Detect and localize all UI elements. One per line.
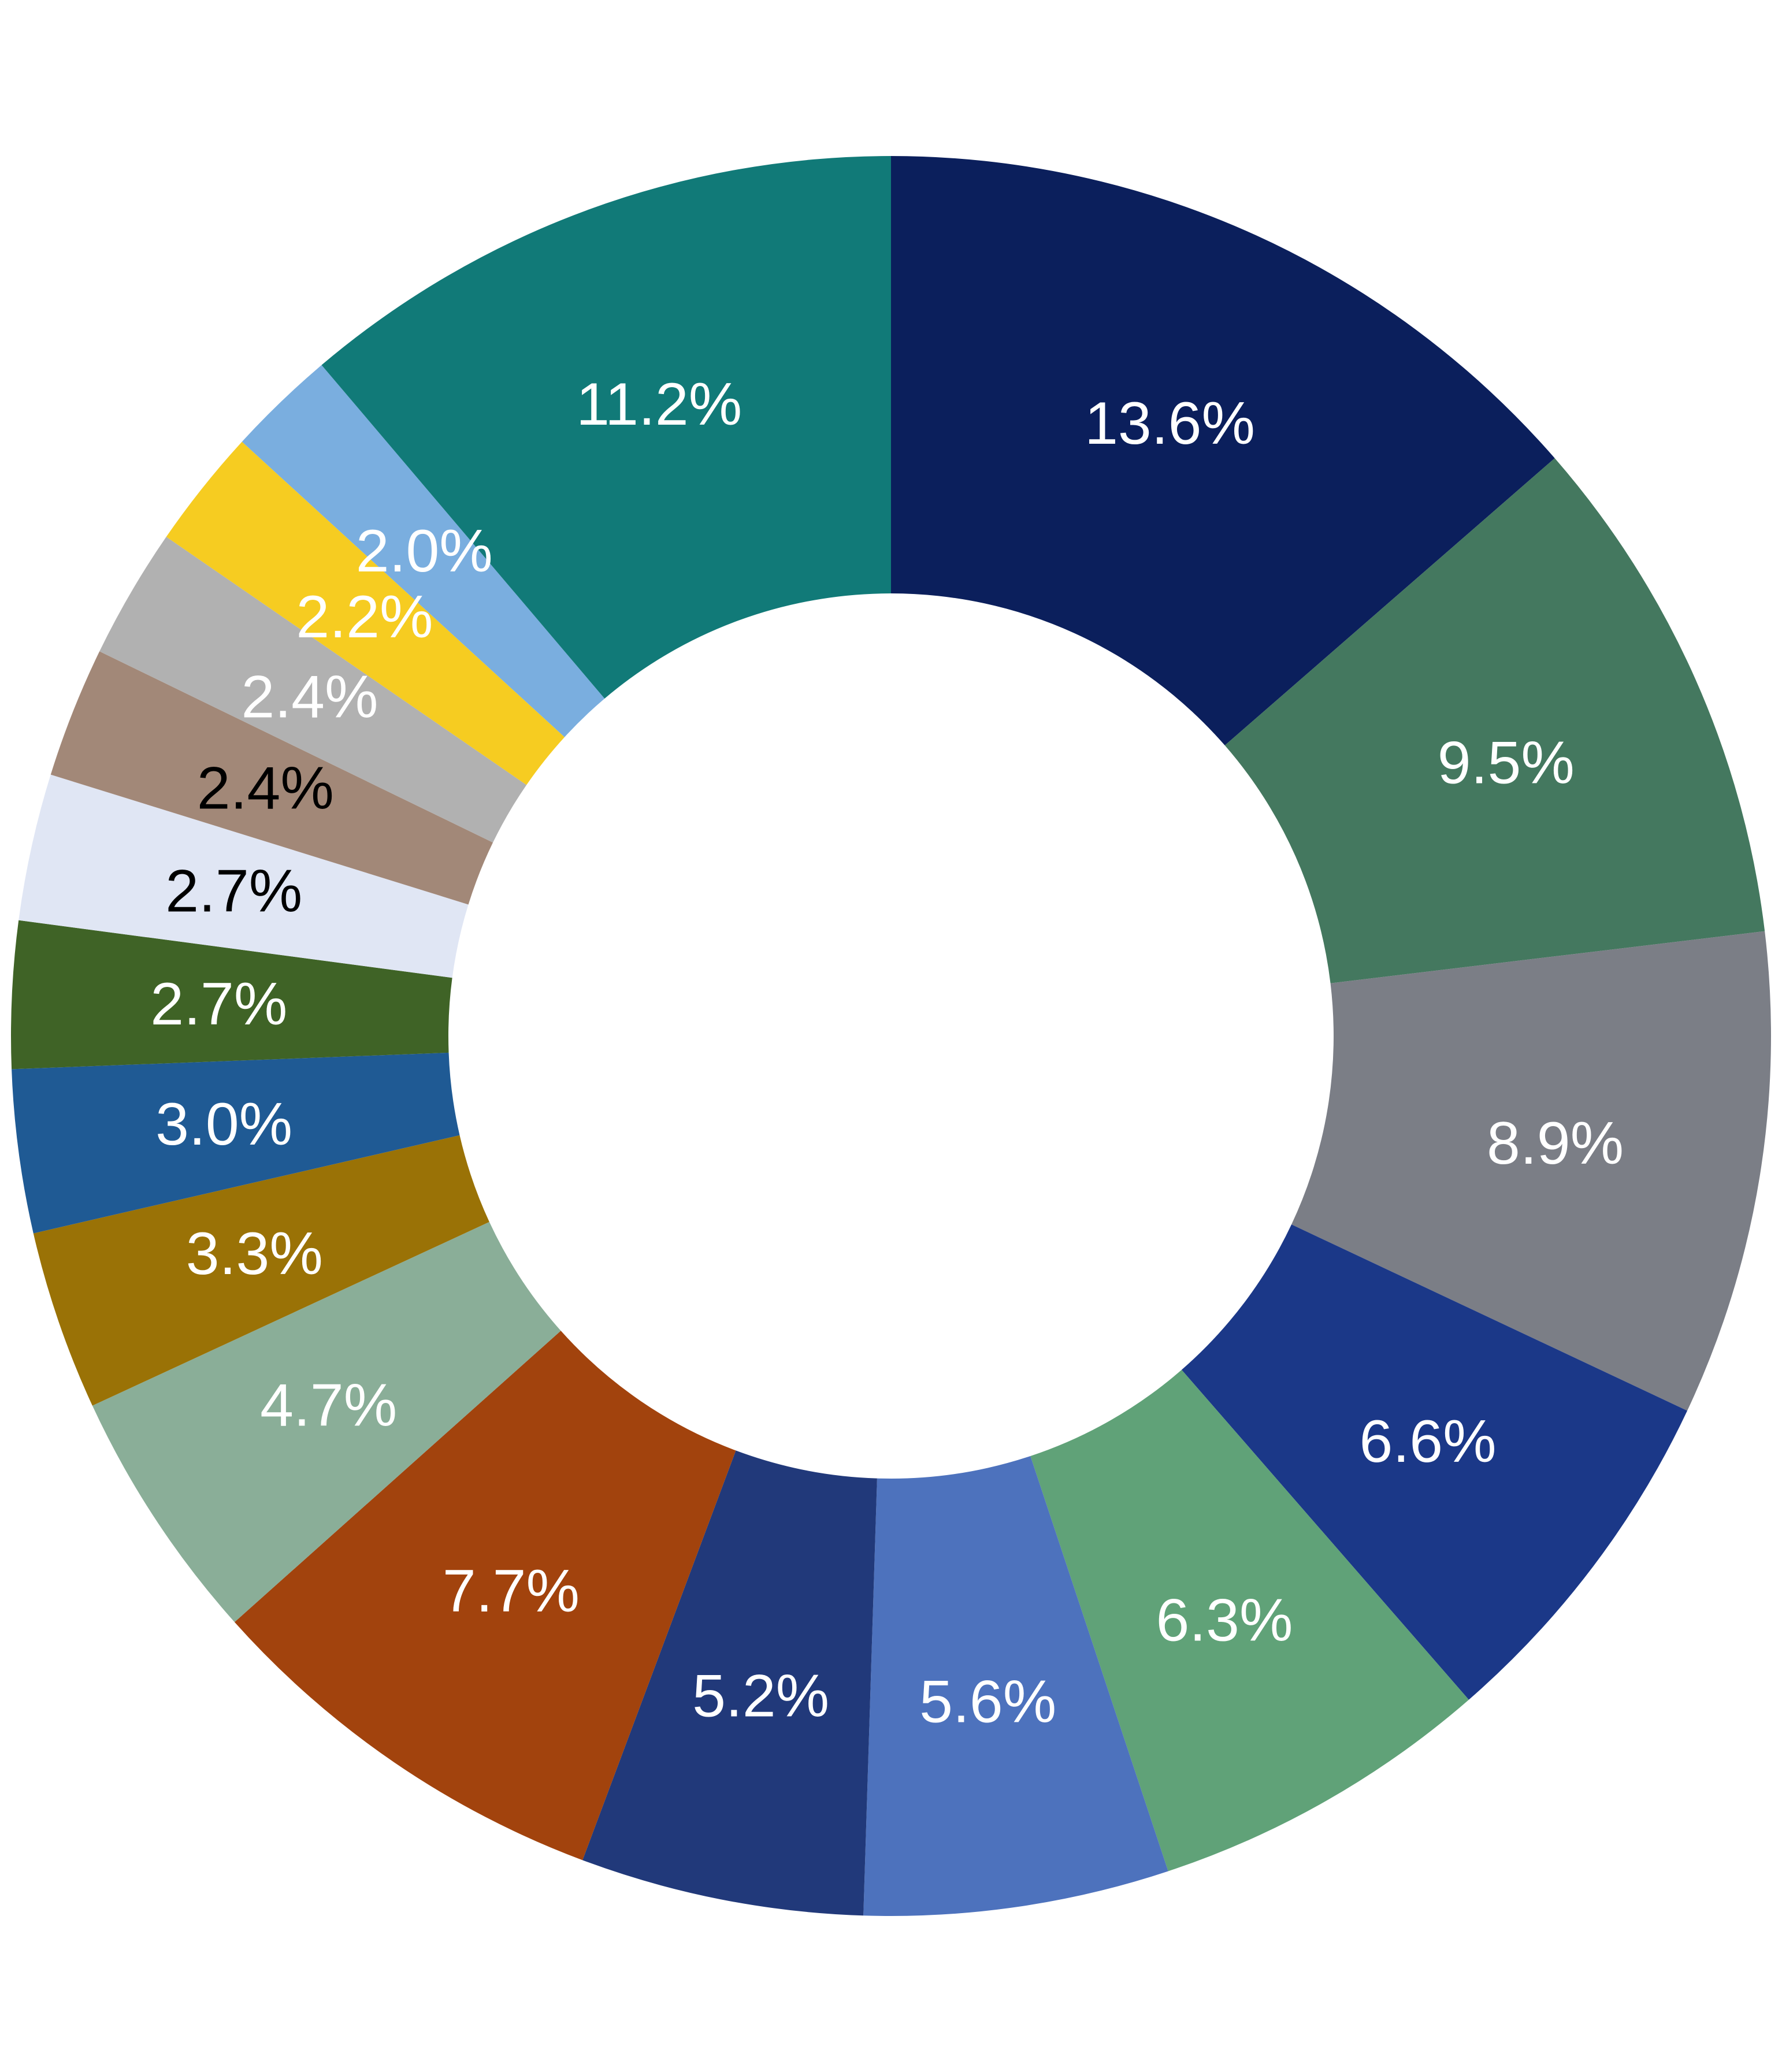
label-group: 13.6% 9.5% 8.9% 6.6% 6.3% 5.6% 5.2% 7.7% 4.7% 3.3… (150, 371, 1624, 1736)
donut-slice (234, 1331, 736, 1861)
slice-data-label: 2.2% (296, 584, 433, 651)
donut-slice (1030, 1369, 1469, 1872)
donut-slice (582, 1450, 877, 1916)
donut-slice (99, 537, 527, 843)
slice-data-label: 3.3% (186, 1220, 323, 1287)
slice-data-label: 5.2% (692, 1662, 829, 1729)
slice-data-label: 11.2% (576, 371, 742, 438)
slice-data-label: 6.3% (1156, 1587, 1293, 1654)
donut-slice (12, 1052, 460, 1234)
slice-group (10, 156, 1772, 1916)
donut-slice (92, 1221, 561, 1622)
slice-data-label: 6.6% (1360, 1408, 1497, 1475)
slice-data-label: 2.7% (150, 971, 287, 1038)
slice-data-label: 2.0% (356, 518, 493, 585)
slice-data-label: 3.0% (155, 1091, 292, 1158)
slice-data-label: 8.9% (1487, 1110, 1624, 1177)
slice-data-label: 9.5% (1438, 729, 1575, 796)
slice-data-label: 7.7% (443, 1558, 580, 1625)
slice-data-label: 2.4% (197, 755, 334, 822)
slice-data-label: 13.6% (1085, 390, 1255, 457)
donut-slice (1224, 458, 1765, 983)
donut-slice (10, 920, 452, 1070)
donut-slice (321, 156, 891, 699)
slice-data-label: 4.7% (260, 1372, 397, 1439)
donut-slice (1181, 1224, 1688, 1700)
donut-slice (1291, 931, 1772, 1411)
slice-data-label: 5.6% (919, 1668, 1056, 1735)
slice-data-label: 2.4% (241, 664, 378, 731)
donut-slice (50, 651, 493, 905)
donut-slice (891, 156, 1555, 746)
donut-slice (166, 441, 565, 785)
slice-data-label: 2.7% (165, 858, 302, 925)
donut-slice (33, 1135, 489, 1406)
donut-slice (863, 1456, 1168, 1916)
donut-slice (18, 774, 469, 978)
donut-slice (242, 365, 605, 737)
